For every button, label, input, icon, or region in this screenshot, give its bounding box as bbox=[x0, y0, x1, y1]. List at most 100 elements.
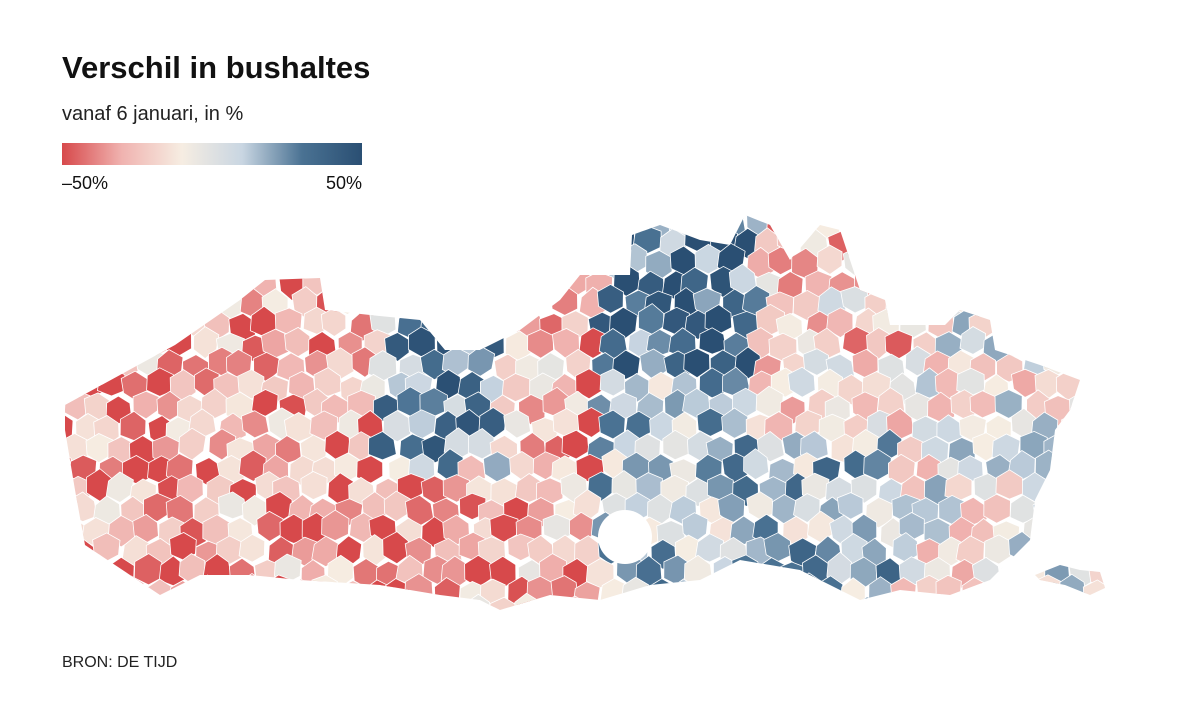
municipality bbox=[120, 329, 150, 363]
municipality bbox=[903, 215, 932, 216]
municipality bbox=[382, 531, 410, 565]
municipality bbox=[827, 215, 855, 220]
municipality bbox=[348, 231, 377, 262]
municipality bbox=[590, 223, 618, 254]
municipality bbox=[986, 250, 1014, 280]
municipality bbox=[830, 600, 856, 610]
municipality bbox=[764, 572, 794, 603]
municipality bbox=[304, 215, 331, 216]
municipality bbox=[418, 264, 447, 297]
municipality bbox=[973, 215, 1002, 220]
municipality bbox=[840, 215, 867, 231]
municipality bbox=[480, 288, 508, 317]
municipality bbox=[517, 182, 543, 213]
municipality bbox=[456, 286, 486, 317]
municipality bbox=[200, 388, 228, 419]
source: BRON: DE TIJD bbox=[62, 654, 177, 671]
municipality bbox=[442, 266, 472, 296]
municipality bbox=[1019, 311, 1047, 341]
municipality bbox=[1094, 597, 1105, 610]
municipality bbox=[1096, 516, 1105, 545]
municipality bbox=[65, 307, 89, 339]
municipality bbox=[82, 309, 109, 340]
municipality bbox=[1060, 412, 1087, 444]
municipality bbox=[75, 368, 104, 398]
municipality bbox=[96, 215, 126, 232]
legend-color-bar bbox=[62, 143, 362, 165]
municipality bbox=[863, 448, 892, 481]
municipality bbox=[424, 223, 451, 255]
municipality bbox=[842, 247, 869, 278]
municipality bbox=[442, 474, 471, 503]
municipality bbox=[693, 215, 721, 236]
municipality bbox=[238, 533, 266, 563]
legend-tick-label: –50% bbox=[62, 173, 108, 193]
municipality bbox=[802, 183, 830, 212]
municipality bbox=[1055, 289, 1084, 321]
municipality bbox=[132, 599, 162, 610]
municipality bbox=[915, 215, 945, 237]
municipality bbox=[732, 597, 761, 610]
municipality bbox=[202, 215, 230, 220]
municipality bbox=[948, 593, 976, 610]
municipality bbox=[143, 492, 172, 523]
municipality bbox=[105, 471, 134, 503]
municipality bbox=[94, 289, 123, 318]
municipality bbox=[205, 265, 232, 297]
municipality bbox=[693, 577, 722, 609]
municipality bbox=[223, 220, 253, 255]
municipality bbox=[1079, 373, 1105, 402]
municipality bbox=[1091, 215, 1105, 218]
municipality bbox=[338, 580, 368, 610]
municipality bbox=[423, 215, 452, 220]
municipality bbox=[657, 594, 685, 610]
municipality bbox=[94, 247, 123, 279]
municipality bbox=[532, 248, 559, 282]
municipality bbox=[591, 599, 618, 610]
municipality bbox=[902, 227, 931, 256]
municipality bbox=[501, 373, 531, 403]
municipality bbox=[708, 182, 736, 213]
municipality bbox=[312, 247, 341, 278]
municipality bbox=[251, 389, 279, 417]
municipality bbox=[519, 228, 548, 259]
municipality bbox=[39, 308, 64, 341]
municipality bbox=[880, 599, 909, 610]
municipality bbox=[141, 215, 170, 237]
municipality bbox=[1056, 534, 1084, 566]
municipality bbox=[480, 215, 509, 239]
municipality bbox=[144, 247, 173, 281]
municipality bbox=[178, 599, 206, 610]
municipality bbox=[962, 246, 989, 276]
municipality bbox=[984, 215, 1013, 241]
municipality bbox=[756, 598, 785, 610]
municipality bbox=[600, 249, 628, 279]
municipality bbox=[165, 215, 195, 240]
municipality bbox=[682, 387, 712, 419]
municipality bbox=[1030, 248, 1059, 280]
municipality bbox=[549, 242, 578, 273]
municipality bbox=[1070, 264, 1099, 297]
municipality bbox=[141, 284, 168, 316]
municipality bbox=[1083, 248, 1105, 279]
municipality bbox=[994, 389, 1023, 419]
municipality bbox=[74, 286, 101, 314]
municipality bbox=[997, 305, 1026, 339]
municipality bbox=[1107, 289, 1134, 316]
municipality bbox=[65, 291, 78, 324]
municipality bbox=[326, 264, 356, 298]
municipality bbox=[494, 225, 522, 257]
municipality bbox=[311, 535, 340, 568]
municipality bbox=[452, 246, 482, 279]
municipality bbox=[816, 244, 843, 275]
municipality bbox=[156, 225, 183, 256]
municipality bbox=[381, 215, 410, 238]
municipality bbox=[950, 183, 975, 212]
municipality bbox=[537, 597, 564, 610]
municipality bbox=[945, 229, 973, 261]
municipality bbox=[1094, 266, 1105, 295]
municipality bbox=[1102, 411, 1105, 442]
municipality bbox=[725, 578, 751, 609]
municipality bbox=[136, 268, 163, 303]
municipality bbox=[1078, 416, 1105, 446]
